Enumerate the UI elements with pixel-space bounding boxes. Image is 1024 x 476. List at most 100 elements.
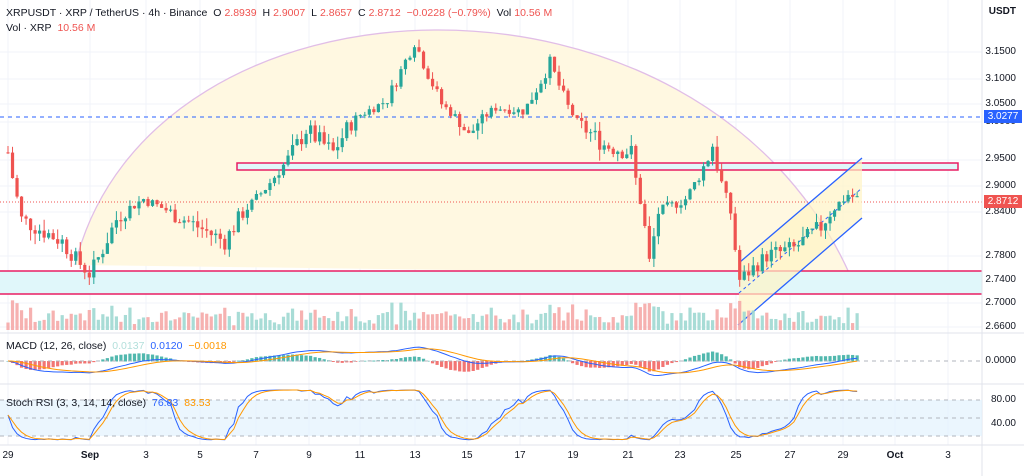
volume-bar	[295, 320, 299, 330]
candle-body	[697, 180, 701, 183]
volume-bar	[485, 314, 489, 330]
candle-body	[28, 218, 33, 231]
candle-body	[670, 202, 674, 204]
macd-hist-bar	[309, 355, 313, 362]
macd-hist-bar	[299, 355, 304, 362]
volume-bar	[701, 312, 706, 330]
channel-mid	[738, 187, 863, 294]
volume-bar	[706, 320, 710, 330]
macd-hist-bar	[372, 360, 376, 362]
volume-bar	[345, 316, 349, 330]
volume-bar	[65, 318, 69, 330]
candle-body	[250, 199, 254, 210]
macd-hist-bar	[548, 355, 552, 362]
symbol-title[interactable]: XRPUSDT · XRP / TetherUS · 4h · Binance	[6, 7, 208, 19]
volume-bar	[15, 303, 19, 330]
price-tick: 3.0500	[985, 98, 1016, 109]
candle-body	[435, 86, 439, 90]
volume-label[interactable]: Vol · XRP	[6, 22, 52, 34]
candle-body	[110, 227, 114, 244]
volume-bar	[259, 318, 263, 330]
price-unit[interactable]: USDT	[988, 6, 1016, 17]
candle-body	[557, 71, 561, 86]
volume-bar	[33, 321, 37, 330]
macd-label[interactable]: MACD (12, 26, close)	[6, 340, 107, 352]
candle-body	[51, 233, 55, 240]
volume-bar	[196, 317, 200, 330]
time-tick: 23	[674, 450, 686, 461]
candle-body	[173, 209, 177, 223]
volume-bar	[724, 317, 728, 330]
macd-hist-bar	[421, 358, 426, 362]
price-tick: 2.9000	[985, 180, 1016, 191]
macd-hist-bar	[674, 361, 679, 363]
volume-bar	[430, 314, 435, 330]
candle-body	[467, 130, 471, 133]
volume-bar	[589, 315, 593, 330]
volume-bar	[810, 321, 814, 330]
candle-body	[638, 177, 642, 204]
volume-bar	[299, 310, 304, 330]
candle-body	[747, 271, 751, 276]
macd-hist-bar	[435, 361, 439, 365]
volume-bar	[507, 319, 511, 330]
volume-bar	[720, 317, 724, 330]
candle-body	[548, 56, 552, 79]
volume-bar	[841, 323, 846, 330]
candle-body	[259, 193, 263, 195]
volume-bar	[313, 309, 317, 330]
stoch-upper-label: 80.00	[990, 394, 1016, 405]
candle-body	[584, 120, 588, 133]
volume-bar	[128, 307, 132, 330]
macd-hist-bar	[602, 361, 606, 368]
volume-bar	[476, 321, 480, 330]
volume-bar	[846, 307, 850, 330]
candle-body	[123, 218, 128, 222]
macd-hist-bar	[733, 361, 737, 364]
candle-body	[751, 265, 755, 276]
candle-body	[801, 237, 805, 246]
candle-body	[214, 233, 218, 236]
macd-hist-bar	[313, 357, 317, 362]
macd-hist-bar	[340, 361, 344, 363]
candle-body	[132, 205, 137, 209]
volume-bar	[643, 303, 647, 330]
candle-body	[218, 233, 222, 239]
price-tick: 3.1000	[985, 73, 1016, 84]
volume-bar	[534, 319, 539, 330]
macd-hist-bar	[440, 361, 444, 367]
candle-body	[313, 125, 317, 142]
volume-bar	[372, 323, 376, 330]
candle-body	[56, 239, 60, 244]
candle-body	[74, 251, 78, 261]
stoch-label[interactable]: Stoch RSI (3, 3, 14, 14, close)	[6, 397, 147, 409]
volume-bar	[254, 319, 259, 330]
volume-bar	[232, 325, 236, 330]
macd-hist-bar	[711, 351, 715, 362]
macd-hist-bar	[331, 361, 335, 362]
macd-hist-bar	[268, 355, 272, 362]
macd-hist-bar	[616, 361, 620, 367]
volume-bar	[543, 312, 548, 330]
macd-hist-bar	[570, 361, 575, 364]
volume-bar	[792, 321, 796, 330]
macd-hist-bar	[232, 361, 236, 363]
macd-hist-bar	[625, 361, 629, 366]
volume-bar	[715, 309, 719, 330]
candle-body	[837, 202, 841, 211]
volume-bar	[805, 322, 810, 330]
candle-body	[692, 182, 697, 190]
volume-bar	[78, 313, 82, 330]
candle-body	[598, 130, 602, 150]
macd-hist-bar	[670, 361, 674, 364]
candle-body	[209, 230, 213, 236]
volume-bar	[837, 317, 841, 330]
macd-hist-bar	[19, 361, 24, 368]
candle-body	[711, 146, 715, 161]
candle-body	[19, 196, 24, 217]
volume-bar	[765, 312, 769, 330]
macd-hist-bar	[476, 361, 480, 370]
macd-hist-bar	[87, 361, 91, 364]
